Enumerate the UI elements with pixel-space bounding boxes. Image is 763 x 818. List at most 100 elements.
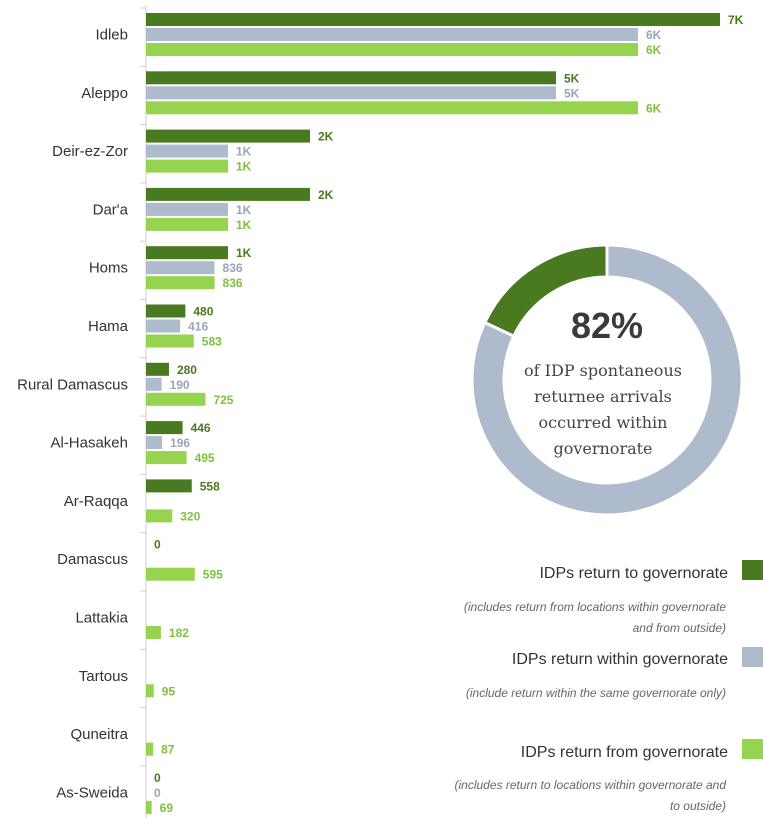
donut-text-line-3: occurred within [539, 413, 668, 432]
bar-deir-ez-zor-1 [146, 129, 310, 143]
category-label-aleppo: Aleppo [81, 85, 128, 102]
bar-aleppo-1 [146, 71, 556, 85]
legend-item-3-title: IDPs return from governorate [521, 744, 728, 761]
data-label-al-hasakeh-3: 495 [195, 451, 215, 465]
bar-tartous-3 [146, 684, 154, 698]
bar-idleb-2 [146, 28, 638, 41]
data-label-hama-2: 416 [188, 320, 208, 334]
bar-dar-a-3 [146, 217, 228, 231]
data-label-as-sweida-1: 0 [154, 771, 161, 785]
category-label-damascus: Damascus [57, 551, 128, 568]
bar-idleb-1 [146, 13, 720, 26]
category-label-tartous: Tartous [79, 668, 128, 685]
bar-aleppo-2 [146, 86, 556, 100]
data-label-deir-ez-zor-1: 2K [318, 130, 334, 144]
donut-slice-within-governorate [470, 243, 744, 517]
legend-item-1-title: IDPs return to governorate [539, 565, 728, 582]
data-label-al-hasakeh-1: 446 [191, 421, 211, 435]
category-labels: Idleb Aleppo Deir-ez-Zor Dar'a Homs Hama Rural… [17, 27, 129, 802]
data-label-aleppo-2: 5K [564, 86, 580, 100]
data-label-hama-3: 583 [202, 335, 222, 349]
data-label-lattakia-3: 182 [169, 626, 189, 640]
category-label-deir-ez-zor: Deir-ez-Zor [52, 143, 128, 160]
category-label-homs: Homs [89, 260, 128, 277]
bar-series [146, 13, 720, 814]
data-label-aleppo-1: 5K [564, 71, 580, 85]
data-label-al-hasakeh-2: 196 [170, 436, 190, 450]
data-label-idleb-3: 6K [646, 43, 662, 57]
bar-ar-raqqa-3 [146, 509, 173, 523]
donut-text-line-2: returnee arrivals [534, 387, 672, 406]
legend-item-3-swatch [742, 739, 763, 759]
data-label-ar-raqqa-3: 320 [180, 509, 200, 523]
bar-rural-damascus-2 [146, 377, 162, 391]
bar-dar-a-2 [146, 202, 228, 216]
category-label-al-hasakeh: Al-Hasakeh [50, 435, 128, 452]
bar-al-hasakeh-3 [146, 451, 187, 465]
data-labels: 7K6K6K5K5K6K2K1K1K2K1K1K1K83683648041658… [154, 13, 744, 815]
data-label-as-sweida-2: 0 [154, 786, 161, 800]
data-label-dar-a-3: 1K [236, 218, 252, 232]
data-label-ar-raqqa-1: 558 [200, 479, 220, 493]
legend-item-1-note-1: (includes return from locations within g… [464, 600, 726, 614]
data-label-damascus-3: 595 [203, 568, 223, 582]
donut-arcs [470, 243, 744, 517]
donut-text-line-1: of IDP spontaneous [524, 361, 682, 380]
bar-lattakia-3 [146, 626, 161, 639]
data-label-tartous-3: 95 [162, 684, 176, 698]
bar-homs-3 [146, 276, 215, 290]
legend-item-2-swatch [742, 647, 763, 667]
bar-idleb-3 [146, 43, 638, 56]
donut-text-line-4: governorate [553, 439, 652, 458]
legend-item-3-note-2: to outside) [670, 799, 726, 813]
bar-as-sweida-3 [146, 800, 152, 814]
data-label-homs-3: 836 [223, 276, 243, 290]
data-label-dar-a-2: 1K [236, 203, 252, 217]
category-label-as-sweida: As-Sweida [56, 784, 128, 801]
bar-deir-ez-zor-3 [146, 159, 228, 173]
category-label-rural-damascus: Rural Damascus [17, 376, 128, 393]
bar-damascus-3 [146, 567, 195, 581]
legend-item-1-note-2: and from outside) [633, 621, 726, 635]
data-label-homs-1: 1K [236, 246, 252, 260]
data-label-homs-2: 836 [223, 261, 243, 275]
category-label-idleb: Idleb [95, 27, 128, 44]
data-label-idleb-2: 6K [646, 28, 662, 42]
data-label-damascus-1: 0 [154, 538, 161, 552]
category-label-dar-a: Dar'a [93, 201, 129, 218]
bar-al-hasakeh-1 [146, 421, 183, 435]
legend: IDPs return to governorate (includes ret… [455, 560, 763, 813]
donut-slice-remainder [482, 243, 609, 339]
data-label-idleb-1: 7K [728, 13, 744, 27]
legend-item-2-note-1: (include return within the same governor… [466, 686, 726, 700]
bar-aleppo-3 [146, 101, 638, 115]
bar-hama-3 [146, 334, 194, 348]
data-label-hama-1: 480 [193, 305, 213, 319]
legend-item-2-title: IDPs return within governorate [512, 651, 728, 668]
bar-hama-2 [146, 319, 181, 333]
data-label-rural-damascus-1: 280 [177, 363, 197, 377]
data-label-as-sweida-3: 69 [160, 801, 174, 815]
bar-ar-raqqa-1 [146, 479, 192, 493]
category-label-ar-raqqa: Ar-Raqqa [64, 493, 129, 510]
bar-rural-damascus-1 [146, 362, 169, 376]
data-label-deir-ez-zor-3: 1K [236, 160, 252, 174]
bar-dar-a-1 [146, 187, 310, 201]
donut-percentage: 82% [571, 305, 643, 346]
bar-quneitra-3 [146, 742, 154, 756]
bar-homs-2 [146, 261, 215, 275]
bar-al-hasakeh-2 [146, 436, 163, 450]
data-label-rural-damascus-2: 190 [170, 378, 190, 392]
bar-homs-1 [146, 246, 228, 260]
data-label-quneitra-3: 87 [161, 743, 175, 757]
bar-hama-1 [146, 304, 186, 318]
donut-chart: 82% of IDP spontaneous returnee arrivals… [470, 243, 744, 517]
bar-rural-damascus-3 [146, 392, 206, 406]
legend-item-1-swatch [742, 560, 763, 580]
category-label-hama: Hama [88, 318, 129, 335]
data-label-dar-a-1: 2K [318, 188, 334, 202]
category-label-quneitra: Quneitra [70, 726, 128, 743]
category-ticks [140, 7, 146, 767]
bar-deir-ez-zor-2 [146, 144, 228, 158]
